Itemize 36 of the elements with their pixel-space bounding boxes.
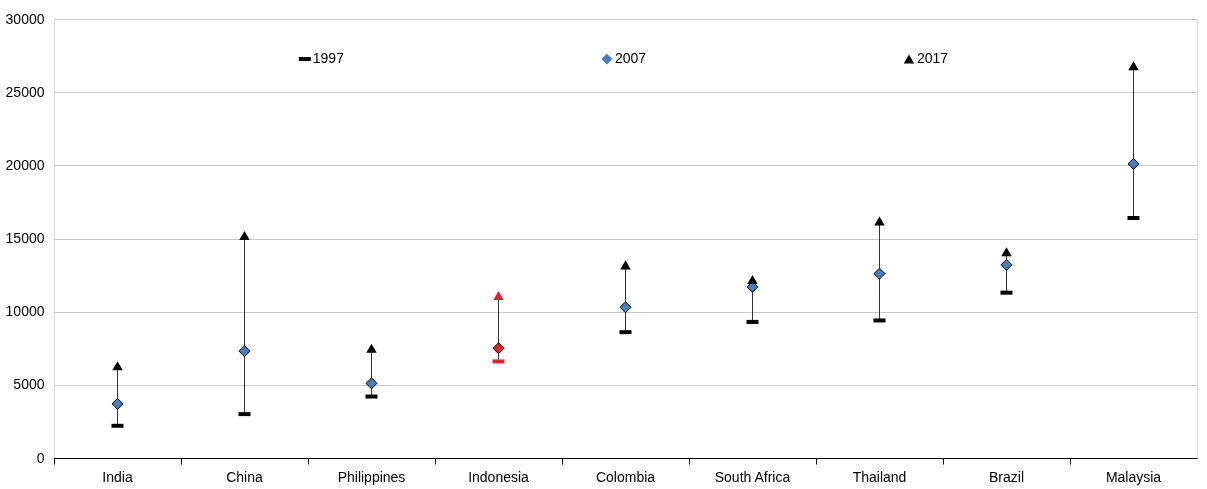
y-tick-label: 30000 [5,10,45,27]
point [366,343,377,353]
x-tick-label: China [226,468,263,485]
x-tick-label: Philippines [337,468,406,485]
x-tick-label: Brazil [988,468,1025,485]
point [620,260,631,270]
x-tick-label: Indonesia [468,468,530,485]
point [239,231,250,241]
y-tick-label: 5000 [13,376,45,393]
y-tick-label: 0 [36,449,45,466]
x-tick-label: India [102,468,133,485]
point [873,267,886,280]
point [238,345,251,358]
x-tick-label: Malaysia [1105,468,1162,485]
point [365,377,378,390]
point [1000,258,1013,271]
y-tick-label: 10000 [5,303,45,320]
point [1128,61,1139,71]
x-tick-label: South Africa [714,468,791,485]
x-tick-label: Colombia [595,468,656,485]
point [874,216,885,226]
point [1127,157,1140,170]
point [619,301,632,314]
x-tick-label: Thailand [852,468,907,485]
point [493,291,504,301]
point [112,361,123,371]
point [1001,247,1012,257]
legend-label: 2017 [917,50,949,66]
y-tick-label: 15000 [5,230,45,246]
point [747,274,758,285]
point [492,342,505,355]
legend-label: 2007 [614,50,647,66]
y-tick-label: 25000 [5,83,45,100]
legend-label: 1997 [312,50,345,66]
point [111,397,124,410]
y-tick-label: 20000 [5,156,45,173]
